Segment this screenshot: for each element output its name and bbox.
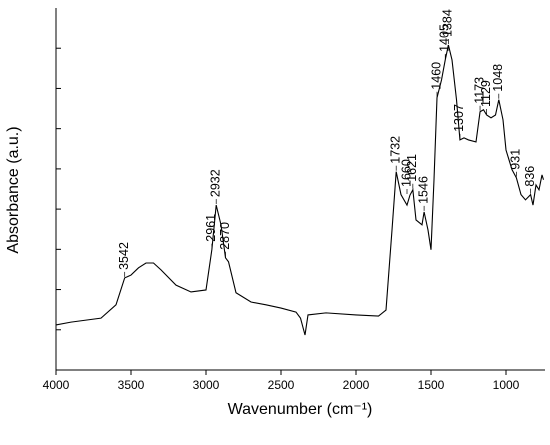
- x-tick-label: 3500: [118, 378, 145, 392]
- peak-label: 836: [523, 166, 537, 187]
- peak-label: 1732: [388, 136, 402, 164]
- x-axis-title: Wavenumber (cm⁻¹): [228, 401, 373, 418]
- x-tick-label: 4000: [43, 378, 70, 392]
- peak-label: 1460: [429, 62, 443, 90]
- x-tick-label: 1000: [493, 378, 520, 392]
- spectrum-line: [55, 44, 545, 336]
- peak-label: 931: [509, 149, 523, 170]
- peak-label: 1660: [399, 159, 413, 187]
- peak-label: 1546: [416, 176, 430, 204]
- peak-label: 1307: [452, 104, 466, 132]
- x-tick-label: 3000: [193, 378, 220, 392]
- peak-label: 1129: [479, 80, 493, 107]
- peak-label: 1048: [491, 64, 505, 92]
- x-tick-label: 2000: [343, 378, 370, 392]
- peak-label: 2932: [208, 169, 222, 197]
- peak-label: 3542: [117, 242, 131, 270]
- peak-label: 2961: [204, 214, 218, 242]
- y-axis-title: Absorbance (a.u.): [5, 126, 22, 253]
- x-tick-label: 2500: [268, 378, 295, 392]
- peak-label: 1384: [441, 9, 455, 37]
- peak-label: 1173: [472, 77, 486, 104]
- x-tick-label: 1500: [418, 378, 445, 392]
- peak-label: 2870: [218, 222, 232, 250]
- peak-label: 1405: [438, 24, 452, 52]
- peak-label: 1621: [405, 154, 419, 182]
